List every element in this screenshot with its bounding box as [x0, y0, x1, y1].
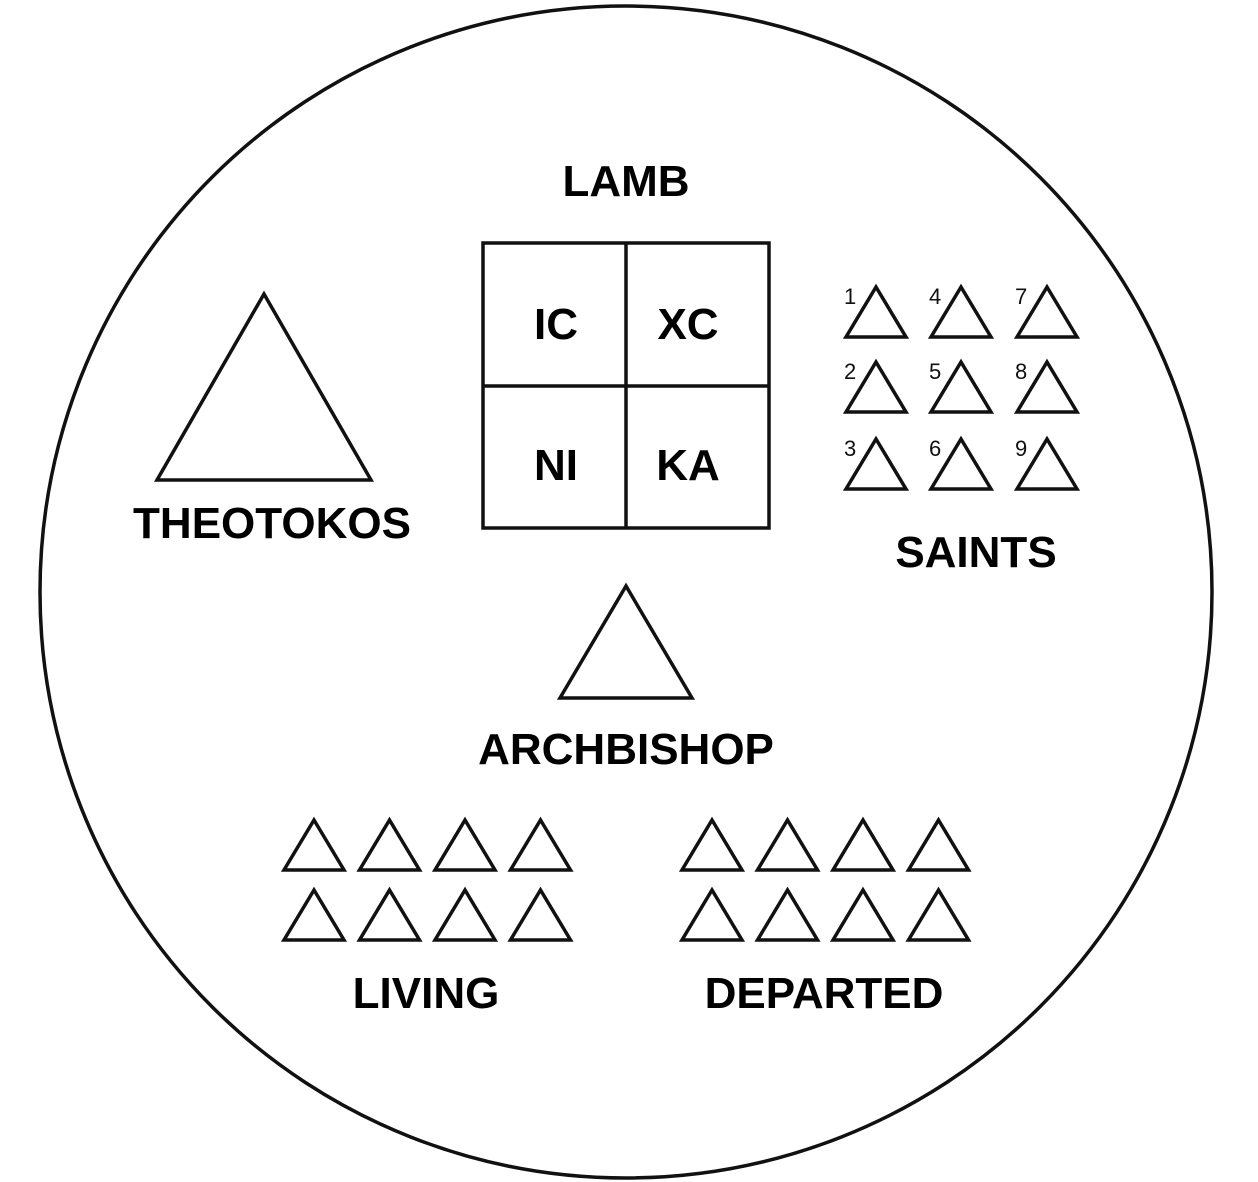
- archbishop-label: ARCHBISHOP: [478, 725, 774, 774]
- saint-number: 3: [844, 436, 856, 461]
- departed-triangle: [754, 816, 821, 872]
- saint-number: 1: [844, 284, 856, 309]
- living-triangle: [507, 886, 574, 942]
- saints-label: SAINTS: [895, 528, 1056, 577]
- living-triangle: [280, 886, 348, 942]
- saint-number: 8: [1015, 359, 1027, 384]
- departed-triangle: [754, 886, 821, 942]
- saint-triangle: [927, 283, 995, 339]
- saint-triangle: [1013, 358, 1081, 414]
- saint-number: 7: [1015, 284, 1027, 309]
- departed-triangle: [678, 816, 746, 872]
- departed-triangle: [678, 886, 746, 942]
- paten-circle: [38, 4, 1214, 1180]
- departed-group: [678, 816, 972, 942]
- theotokos-triangle: [153, 290, 375, 482]
- saint-number: 5: [929, 359, 941, 384]
- lamb-cell-ic: IC: [534, 300, 578, 349]
- living-group: [280, 816, 574, 942]
- living-triangle: [431, 816, 499, 872]
- lamb-cell-xc: XC: [657, 300, 718, 349]
- lamb-cell-ka: KA: [656, 441, 720, 490]
- living-triangle: [280, 816, 348, 872]
- lamb-label: LAMB: [562, 157, 689, 206]
- departed-triangle: [829, 816, 897, 872]
- archbishop-triangle: [556, 582, 696, 700]
- departed-triangle: [905, 886, 972, 942]
- lamb-square: IC XC NI KA: [481, 241, 771, 530]
- saint-number: 4: [929, 284, 941, 309]
- saint-number: 9: [1015, 436, 1027, 461]
- theotokos-label: THEOTOKOS: [133, 499, 411, 548]
- departed-label: DEPARTED: [705, 969, 944, 1018]
- saint-triangle: [842, 358, 910, 414]
- living-label: LIVING: [353, 969, 500, 1018]
- departed-triangle: [905, 816, 972, 872]
- saint-triangle: [927, 435, 995, 491]
- saint-triangle: [1013, 283, 1081, 339]
- saint-number: 2: [844, 359, 856, 384]
- departed-triangle: [829, 886, 897, 942]
- living-triangle: [507, 816, 574, 872]
- living-triangle: [356, 816, 423, 872]
- saint-triangle: [842, 283, 910, 339]
- lamb-cell-ni: NI: [534, 441, 578, 490]
- saint-triangle: [927, 358, 995, 414]
- saint-triangle: [842, 435, 910, 491]
- saint-triangle: [1013, 435, 1081, 491]
- saints-group: 1 2 3 4 5 6 7 8 9: [842, 283, 1081, 491]
- saint-number: 6: [929, 436, 941, 461]
- living-triangle: [356, 886, 423, 942]
- living-triangle: [431, 886, 499, 942]
